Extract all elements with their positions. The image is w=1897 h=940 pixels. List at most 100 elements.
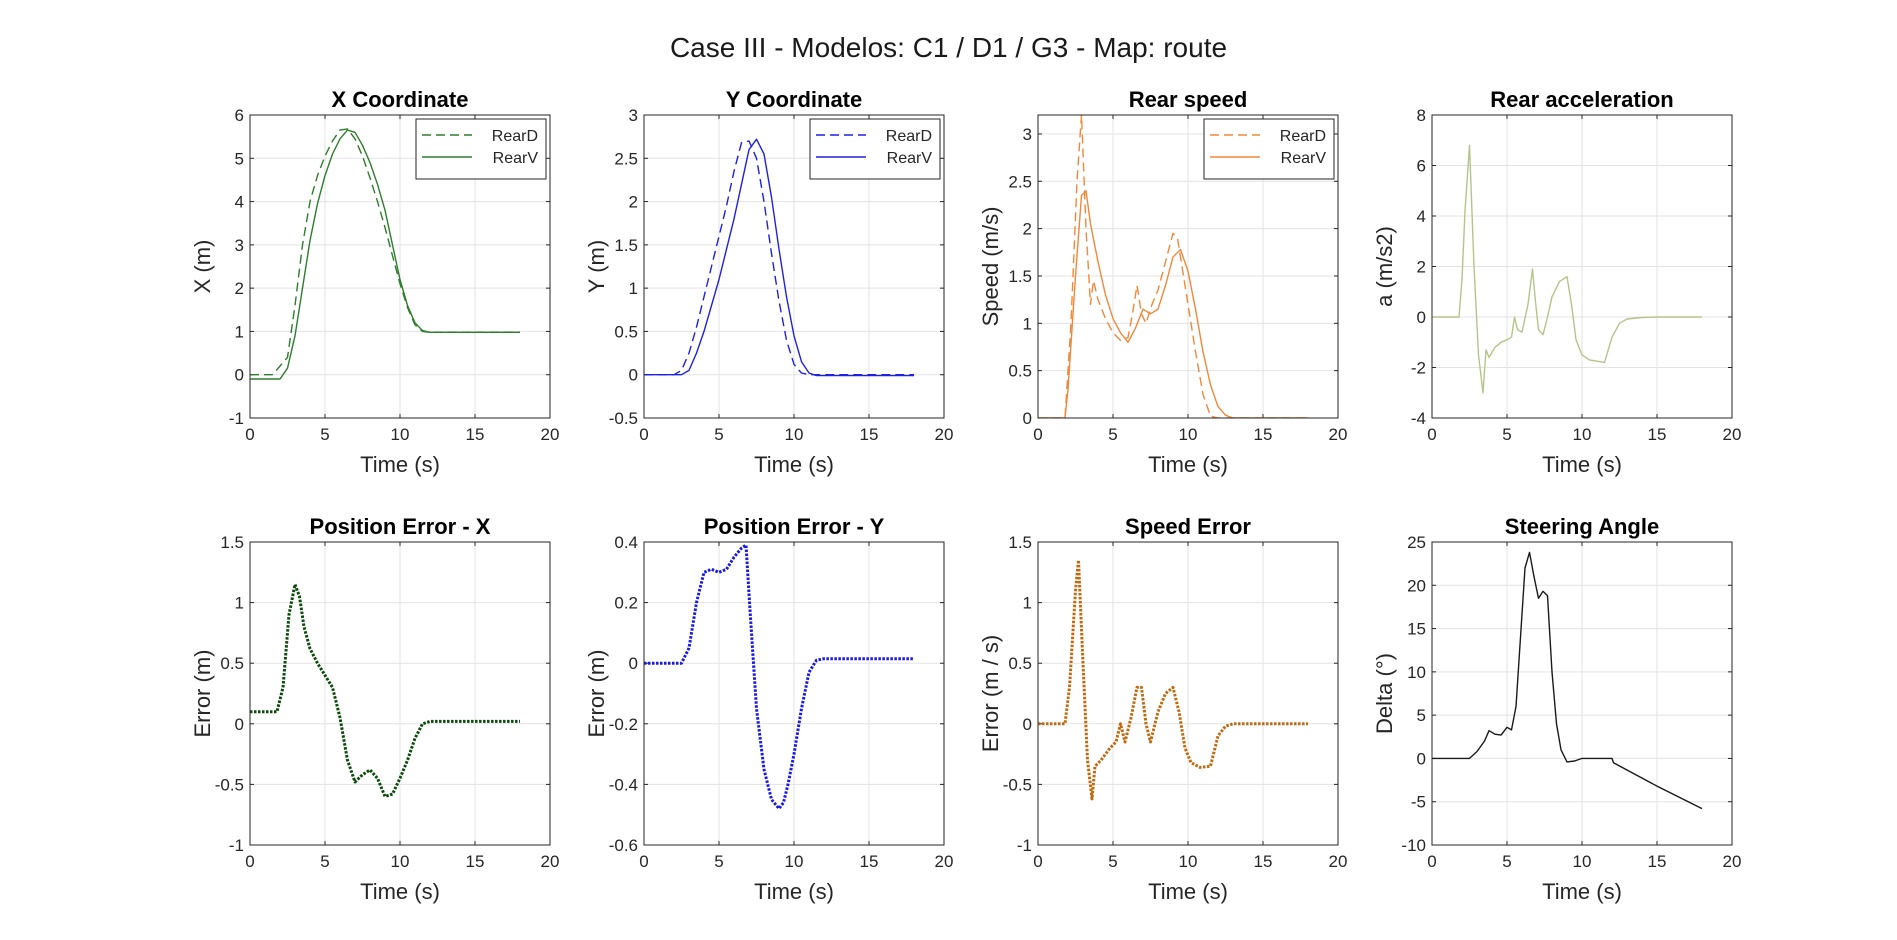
y-tick-label: 15 [1407, 620, 1426, 639]
y-tick-label: 3 [235, 236, 244, 255]
x-tick-label: 15 [1648, 425, 1667, 444]
y-tick-label: 0 [1023, 715, 1032, 734]
x-tick-label: 5 [714, 852, 723, 871]
x-tick-label: 20 [935, 852, 954, 871]
y-tick-label: 2.5 [1008, 172, 1032, 191]
y-tick-label: 4 [1417, 207, 1426, 226]
y-axis-label: Error (m) [190, 650, 215, 738]
x-tick-label: 5 [1108, 852, 1117, 871]
y-tick-label: 1 [235, 322, 244, 341]
x-tick-label: 5 [320, 852, 329, 871]
subplot-title: Y Coordinate [726, 87, 863, 112]
y-tick-label: 2 [1417, 258, 1426, 277]
legend-label: RearV [887, 150, 933, 167]
x-tick-label: 10 [1573, 425, 1592, 444]
series-line-1 [644, 543, 914, 811]
y-tick-label: -1 [1017, 836, 1032, 855]
y-tick-label: 3 [1023, 125, 1032, 144]
subplot-6: 0 5 10 15 20 -0.6 -0.4 -0.2 0 0.2 0.4 Position Erro… [584, 514, 953, 904]
x-tick-label: 0 [245, 425, 254, 444]
x-tick-label: 10 [1179, 425, 1198, 444]
y-tick-label: 0.5 [1008, 654, 1032, 673]
legend-box [415, 118, 547, 180]
x-tick-label: 20 [1329, 852, 1348, 871]
axes-frame [1037, 114, 1339, 419]
x-tick-label: 15 [860, 852, 879, 871]
legend-label: RearD [1280, 128, 1326, 145]
y-tick-label: 8 [1417, 106, 1426, 125]
y-tick-label: 2.5 [614, 149, 638, 168]
subplot-4: 0 5 10 15 20 -4 -2 0 2 4 6 8 Rear acceleration Time (… [1372, 87, 1741, 477]
axes-frame [249, 114, 551, 419]
y-tick-label: -0.5 [1003, 775, 1032, 794]
y-axis-label: a (m/s2) [1372, 226, 1397, 307]
y-tick-label: -0.2 [609, 715, 638, 734]
series-line-rearv [1038, 190, 1308, 418]
x-tick-label: 0 [1033, 425, 1042, 444]
figure-title: Case III - Modelos: C1 / D1 / G3 - Map: … [669, 32, 1228, 63]
y-tick-label: 0.4 [614, 533, 638, 552]
x-tick-label: 0 [1427, 852, 1436, 871]
x-tick-label: 15 [1254, 852, 1273, 871]
axes-frame [643, 114, 945, 419]
subplot-title: X Coordinate [332, 87, 469, 112]
y-tick-label: 0 [1417, 749, 1426, 768]
x-tick-label: 10 [391, 852, 410, 871]
axes-frame [1431, 541, 1733, 846]
y-tick-label: 20 [1407, 576, 1426, 595]
series-line-rearv [644, 138, 914, 377]
x-tick-label: 15 [466, 852, 485, 871]
y-tick-label: 0 [1023, 409, 1032, 428]
subplot-8: 0 5 10 15 20 -10 -5 0 5 10 15 20 25 Steering Angle Tim… [1372, 514, 1741, 904]
x-tick-label: 10 [1179, 852, 1198, 871]
y-tick-label: 1.5 [1008, 267, 1032, 286]
y-tick-label: 4 [235, 193, 244, 212]
y-tick-label: -1 [229, 836, 244, 855]
series-line-1 [1432, 144, 1702, 394]
x-tick-label: 20 [1329, 425, 1348, 444]
y-tick-label: 1 [235, 594, 244, 613]
y-tick-label: -2 [1411, 359, 1426, 378]
y-tick-label: 5 [1417, 706, 1426, 725]
legend-box [809, 118, 941, 180]
y-axis-label: X (m) [190, 240, 215, 294]
x-tick-label: 5 [1502, 425, 1511, 444]
x-axis-label: Time (s) [1148, 879, 1228, 904]
x-tick-label: 10 [391, 425, 410, 444]
y-tick-label: -0.5 [609, 409, 638, 428]
y-tick-label: 0 [629, 366, 638, 385]
legend: RearD RearV [809, 118, 941, 180]
subplot-2: 0 5 10 15 20-0.500.511.522.53Y CoordinateTim… [584, 87, 953, 477]
subplot-5: 0 5 10 15 20 -1 -0.5 0 0.5 1 1.5 Position Error - X… [190, 514, 559, 904]
x-tick-label: 20 [1723, 425, 1742, 444]
x-tick-label: 15 [860, 425, 879, 444]
legend-box [1203, 118, 1335, 180]
y-tick-label: 0 [1417, 308, 1426, 327]
y-tick-label: 0 [235, 366, 244, 385]
series-line-reard [250, 128, 520, 376]
axes-frame [1431, 114, 1733, 419]
x-tick-label: 0 [639, 852, 648, 871]
y-tick-label: 1 [629, 279, 638, 298]
axes-frame [643, 541, 945, 846]
x-tick-label: 5 [320, 425, 329, 444]
x-axis-label: Time (s) [754, 879, 834, 904]
y-tick-label: 0 [629, 654, 638, 673]
series-line-reard [1038, 115, 1308, 418]
x-tick-label: 20 [541, 852, 560, 871]
x-tick-label: 15 [1648, 852, 1667, 871]
x-axis-label: Time (s) [754, 452, 834, 477]
subplot-3: 0 5 10 15 20 0 0.5 1 1.5 2 2.5 3 Rear speed Time (s) S… [978, 87, 1347, 477]
legend-label: RearV [1281, 150, 1327, 167]
y-tick-label: -0.6 [609, 836, 638, 855]
y-axis-label: Y (m) [584, 240, 609, 293]
y-tick-label: -0.5 [215, 775, 244, 794]
legend-label: RearD [886, 128, 932, 145]
y-tick-label: -5 [1411, 793, 1426, 812]
y-tick-label: 2 [1023, 220, 1032, 239]
y-tick-label: 6 [1417, 157, 1426, 176]
x-tick-label: 5 [1108, 425, 1117, 444]
y-tick-label: -0.4 [609, 775, 638, 794]
x-tick-label: 0 [1033, 852, 1042, 871]
